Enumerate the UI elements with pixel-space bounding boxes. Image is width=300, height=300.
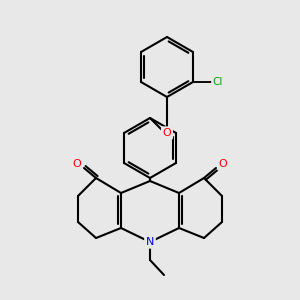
Text: O: O [219,159,227,169]
Text: N: N [146,237,154,247]
Text: O: O [163,128,171,138]
Text: Cl: Cl [213,77,223,87]
Text: O: O [73,159,81,169]
